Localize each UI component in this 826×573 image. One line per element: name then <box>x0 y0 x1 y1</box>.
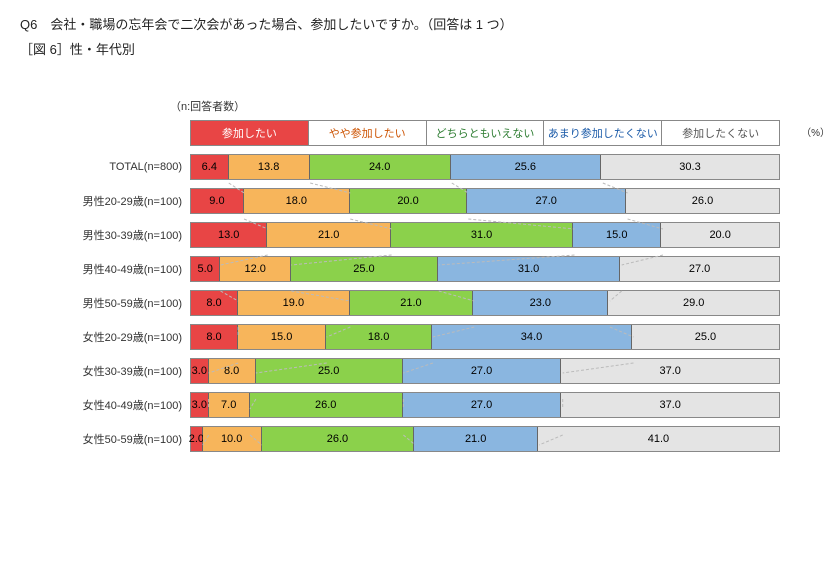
row-label: 男性30-39歳(n=100) <box>50 222 190 248</box>
bar-segment: 25.0 <box>291 257 438 281</box>
bar: 13.021.031.015.020.0 <box>190 222 780 248</box>
bar: 2.010.026.021.041.0 <box>190 426 780 452</box>
bar-segment: 18.0 <box>326 325 432 349</box>
bar-segment: 27.0 <box>620 257 779 281</box>
bar: 3.07.026.027.037.0 <box>190 392 780 418</box>
bar-segment: 6.4 <box>191 155 229 179</box>
bar-segment: 8.0 <box>191 291 238 315</box>
bar-segment: 34.0 <box>432 325 632 349</box>
bar-segment: 30.3 <box>601 155 779 179</box>
bar-segment: 26.0 <box>250 393 403 417</box>
legend-item: あまり参加したくない <box>544 121 662 145</box>
stacked-bar-chart: 参加したいやや参加したいどちらともいえないあまり参加したくない参加したくない（%… <box>50 120 806 452</box>
bar-segment: 37.0 <box>561 359 779 383</box>
bar-segment: 15.0 <box>573 223 661 247</box>
row-label: 男性20-29歳(n=100) <box>50 188 190 214</box>
bar-segment: 27.0 <box>403 393 562 417</box>
bar-segment: 21.0 <box>350 291 473 315</box>
bar: 9.018.020.027.026.0 <box>190 188 780 214</box>
row-label: 女性30-39歳(n=100) <box>50 358 190 384</box>
bar-segment: 27.0 <box>467 189 626 213</box>
bar-segment: 5.0 <box>191 257 220 281</box>
bar-segment: 2.0 <box>191 427 203 451</box>
row-label: 女性20-29歳(n=100) <box>50 324 190 350</box>
bar-segment: 26.0 <box>262 427 415 451</box>
row-label: 女性50-59歳(n=100) <box>50 426 190 452</box>
legend-item: 参加したい <box>191 121 309 145</box>
bar-segment: 21.0 <box>414 427 537 451</box>
figure-subtitle: ［図 6］性・年代別 <box>20 39 806 58</box>
bar-segment: 3.0 <box>191 359 209 383</box>
bar-segment: 25.6 <box>451 155 601 179</box>
row-label: 男性40-49歳(n=100) <box>50 256 190 282</box>
row-label: 女性40-49歳(n=100) <box>50 392 190 418</box>
bar-segment: 8.0 <box>209 359 256 383</box>
bar-segment: 31.0 <box>438 257 620 281</box>
unit-label: （%） <box>801 124 826 139</box>
n-note: （n:回答者数） <box>170 98 806 114</box>
legend-item: 参加したくない <box>662 121 779 145</box>
bar: 8.015.018.034.025.0 <box>190 324 780 350</box>
bar-segment: 10.0 <box>203 427 262 451</box>
bar-segment: 8.0 <box>191 325 238 349</box>
bar-segment: 3.0 <box>191 393 209 417</box>
bar-segment: 20.0 <box>350 189 468 213</box>
bar-segment: 23.0 <box>473 291 608 315</box>
bar-segment: 20.0 <box>661 223 779 247</box>
bar-segment: 19.0 <box>238 291 350 315</box>
bar-segment: 26.0 <box>626 189 779 213</box>
bar-segment: 25.0 <box>632 325 779 349</box>
bar-segment: 31.0 <box>391 223 573 247</box>
bar-segment: 13.8 <box>229 155 310 179</box>
row-label: 男性50-59歳(n=100) <box>50 290 190 316</box>
legend-item: どちらともいえない <box>427 121 545 145</box>
bar: 8.019.021.023.029.0 <box>190 290 780 316</box>
bar-segment: 41.0 <box>538 427 779 451</box>
row-label: TOTAL(n=800) <box>50 154 190 180</box>
bar-segment: 9.0 <box>191 189 244 213</box>
legend-item: やや参加したい <box>309 121 427 145</box>
bar-segment: 7.0 <box>209 393 250 417</box>
bar: 3.08.025.027.037.0 <box>190 358 780 384</box>
bar-segment: 12.0 <box>220 257 291 281</box>
bar: 5.012.025.031.027.0 <box>190 256 780 282</box>
bar-segment: 24.0 <box>310 155 451 179</box>
bar-segment: 25.0 <box>256 359 403 383</box>
bar-segment: 15.0 <box>238 325 326 349</box>
bar-segment: 21.0 <box>267 223 390 247</box>
legend: 参加したいやや参加したいどちらともいえないあまり参加したくない参加したくない <box>190 120 780 146</box>
bar-segment: 29.0 <box>608 291 779 315</box>
bar: 6.413.824.025.630.3 <box>190 154 780 180</box>
question-title: Q6 会社・職場の忘年会で二次会があった場合、参加したいですか。（回答は 1 つ… <box>20 14 806 33</box>
bar-segment: 18.0 <box>244 189 350 213</box>
bar-segment: 37.0 <box>561 393 779 417</box>
bar-segment: 27.0 <box>403 359 562 383</box>
bar-segment: 13.0 <box>191 223 267 247</box>
